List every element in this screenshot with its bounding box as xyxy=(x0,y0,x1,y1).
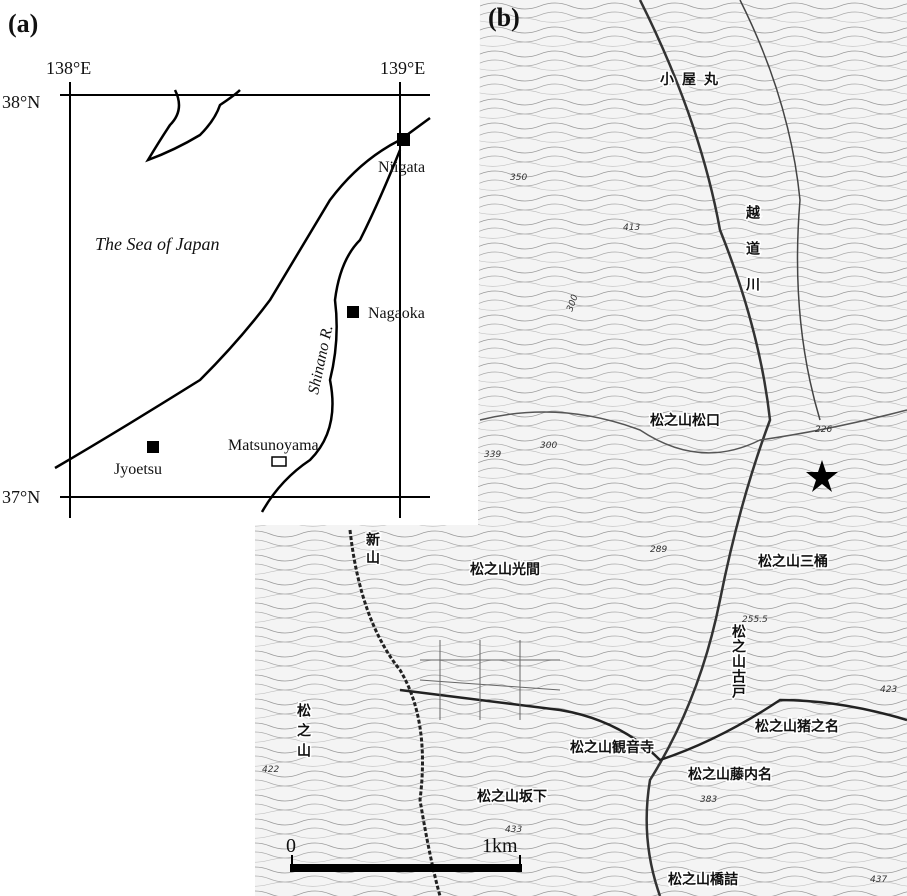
elevation-label: 433 xyxy=(505,825,522,835)
place-label: 松之山橋詰 xyxy=(668,871,738,888)
sea-label: The Sea of Japan xyxy=(95,234,219,254)
elevation-label: 300 xyxy=(540,441,557,451)
place-label: 松之山藤内名 xyxy=(688,766,772,783)
scale-bar-rect xyxy=(290,864,522,872)
elevation-label: 255.5 xyxy=(742,615,768,625)
place-label: 松之山松口 xyxy=(650,412,720,429)
place-label: 松之山光間 xyxy=(470,561,540,578)
elevation-label: 383 xyxy=(700,795,717,805)
place-label: 新山 xyxy=(364,531,380,568)
figure: (b) 小屋丸 越道川 松之山松口 松之山三桶 松之山光間 新山 松之山古戸 松… xyxy=(0,0,907,896)
scale-label: 0 xyxy=(286,835,296,857)
elevation-label: 289 xyxy=(650,545,667,555)
elevation-label: 422 xyxy=(262,765,279,775)
elevation-label: 437 xyxy=(870,875,887,885)
lon-label: 138°E xyxy=(46,58,91,78)
city-label: Niigata xyxy=(378,159,425,176)
city-marker xyxy=(347,306,359,318)
scale-label: 1km xyxy=(482,835,518,857)
city-label: Nagaoka xyxy=(368,305,425,322)
page: {"panel_a": {"label": "(a)", "lon_labels… xyxy=(0,0,907,896)
place-label: 松之山古戸 xyxy=(730,623,746,699)
panel-label: (a) xyxy=(8,9,38,38)
site-marker xyxy=(272,457,286,466)
elevation-label: 423 xyxy=(880,685,897,695)
place-label: 松之山観音寺 xyxy=(570,739,654,756)
place-label: 松之山猪之名 xyxy=(755,718,839,735)
location-map: (a) 138°E 139°E 38°N 37°N The Sea of Jap… xyxy=(0,0,478,525)
lon-label: 139°E xyxy=(380,58,425,78)
elevation-label: 226 xyxy=(815,425,832,435)
lat-label: 37°N xyxy=(2,487,40,507)
elevation-label: 339 xyxy=(484,450,501,460)
place-label: 松之山三桶 xyxy=(758,553,828,570)
elevation-label: 413 xyxy=(623,223,640,233)
place-label: 小屋丸 xyxy=(660,71,726,88)
site-label: Matsunoyama xyxy=(228,437,319,454)
city-label: Jyoetsu xyxy=(114,461,162,478)
place-label: 越道川 xyxy=(744,204,761,313)
city-marker xyxy=(147,441,159,453)
city-marker xyxy=(397,133,410,146)
elevation-label: 350 xyxy=(510,173,527,183)
panel-label: (b) xyxy=(488,3,520,32)
place-label: 松之山 xyxy=(295,702,311,763)
lat-label: 38°N xyxy=(2,92,40,112)
place-label: 松之山坂下 xyxy=(477,788,547,805)
